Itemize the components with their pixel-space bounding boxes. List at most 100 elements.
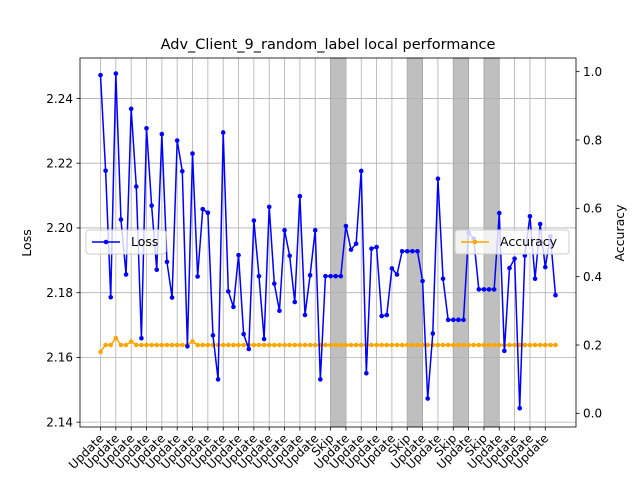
loss-point [303, 313, 308, 318]
loss-point [292, 300, 297, 305]
accuracy-point [344, 343, 349, 348]
accuracy-point [190, 339, 195, 344]
loss-point [298, 194, 303, 199]
accuracy-point [441, 343, 446, 348]
loss-point [267, 205, 272, 210]
accuracy-point [405, 343, 410, 348]
loss-point [487, 287, 492, 292]
accuracy-point [277, 343, 282, 348]
legend-accuracy-marker [473, 240, 478, 245]
accuracy-point [477, 343, 482, 348]
loss-point [119, 217, 124, 222]
loss-point [384, 313, 389, 318]
accuracy-point [139, 343, 144, 348]
accuracy-point [170, 343, 175, 348]
loss-point [180, 169, 185, 174]
accuracy-point [369, 343, 374, 348]
loss-point [482, 287, 487, 292]
y-left-tick-label: 2.18 [46, 286, 73, 300]
accuracy-point [471, 343, 476, 348]
y-left-tick-label: 2.20 [46, 221, 73, 235]
loss-point [98, 73, 103, 78]
loss-point [415, 249, 420, 254]
loss-point [461, 318, 466, 323]
y-right-tick-label: 0.4 [583, 270, 602, 284]
loss-point [410, 249, 415, 254]
accuracy-point [374, 343, 379, 348]
loss-point [533, 276, 538, 281]
accuracy-point [103, 343, 108, 348]
accuracy-point [497, 343, 502, 348]
loss-point [185, 344, 190, 349]
loss-point [425, 396, 430, 401]
loss-point [492, 287, 497, 292]
accuracy-point [548, 343, 553, 348]
loss-point [160, 132, 165, 137]
accuracy-point [323, 343, 328, 348]
accuracy-point [487, 343, 492, 348]
y-left-tick-label: 2.14 [46, 415, 73, 429]
loss-point [379, 314, 384, 319]
loss-point [477, 287, 482, 292]
accuracy-point [195, 343, 200, 348]
loss-point [538, 222, 543, 227]
accuracy-point [267, 343, 272, 348]
legend-loss: Loss [86, 230, 166, 254]
y-axis-right-label: Accuracy [612, 204, 627, 262]
loss-point [195, 274, 200, 279]
accuracy-point [154, 343, 159, 348]
loss-point [221, 130, 226, 135]
loss-point [154, 267, 159, 272]
loss-point [200, 207, 205, 212]
accuracy-point [333, 343, 338, 348]
y-left-tick-label: 2.22 [46, 156, 73, 170]
loss-point [420, 279, 425, 284]
accuracy-point [328, 343, 333, 348]
loss-point [114, 71, 119, 76]
loss-point [272, 281, 277, 286]
accuracy-point [165, 343, 170, 348]
loss-point [134, 184, 139, 189]
loss-point [206, 210, 211, 215]
y-right-tick-label: 0.8 [583, 133, 602, 147]
y-right-tick-label: 0.2 [583, 338, 602, 352]
chart-title: Adv_Client_9_random_label local performa… [161, 37, 496, 53]
loss-point [441, 276, 446, 281]
accuracy-point [241, 343, 246, 348]
loss-point [190, 151, 195, 156]
loss-point [374, 245, 379, 250]
loss-point [507, 266, 512, 271]
accuracy-point [384, 343, 389, 348]
loss-point [211, 333, 216, 338]
loss-point [170, 295, 175, 300]
loss-point [512, 256, 517, 261]
loss-point [497, 211, 502, 216]
accuracy-point [226, 343, 231, 348]
accuracy-point [119, 343, 124, 348]
loss-point [502, 349, 507, 354]
accuracy-point [298, 343, 303, 348]
loss-point [139, 336, 144, 341]
accuracy-point [482, 343, 487, 348]
y-left-tick-label: 2.16 [46, 351, 73, 365]
accuracy-point [257, 343, 262, 348]
loss-point [277, 309, 282, 314]
accuracy-point [308, 343, 313, 348]
loss-point [369, 246, 374, 251]
loss-point [349, 247, 354, 252]
loss-point [308, 273, 313, 278]
loss-point [257, 274, 262, 279]
accuracy-point [108, 343, 113, 348]
accuracy-point [354, 343, 359, 348]
accuracy-point [379, 343, 384, 348]
loss-point [216, 377, 221, 382]
loss-point [451, 318, 456, 323]
loss-point [446, 318, 451, 323]
accuracy-point [252, 343, 257, 348]
y-left-tick-label: 2.24 [46, 92, 73, 106]
accuracy-point [303, 343, 308, 348]
legend-loss-marker [104, 240, 109, 245]
accuracy-point [206, 343, 211, 348]
accuracy-point [129, 339, 134, 344]
loss-point [354, 241, 359, 246]
